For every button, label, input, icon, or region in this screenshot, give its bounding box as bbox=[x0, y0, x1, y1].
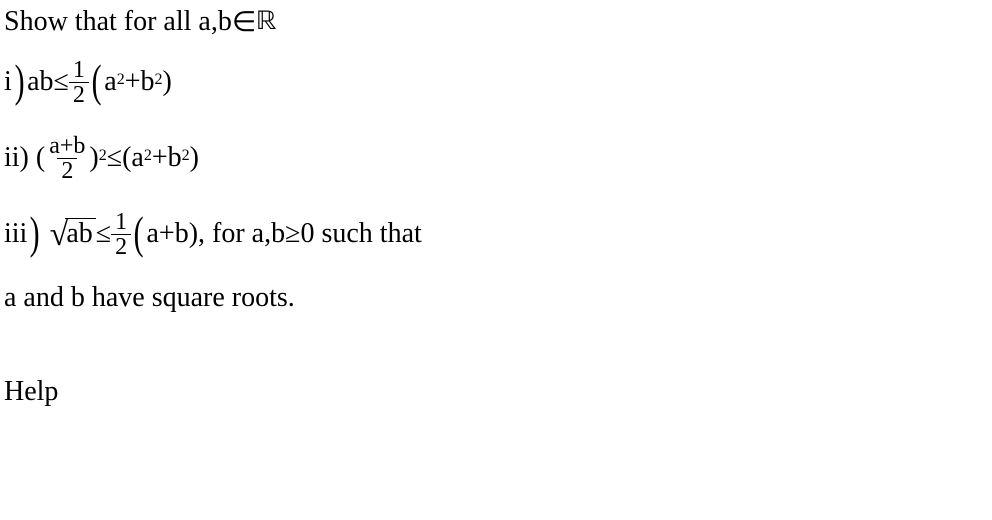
fraction-half: 1 2 bbox=[111, 210, 131, 259]
item-1-ab: ab bbox=[27, 66, 53, 98]
item-2-label: ii) ( bbox=[4, 142, 45, 174]
item-1-a: a bbox=[104, 66, 116, 98]
fraction-denominator: 2 bbox=[111, 234, 131, 259]
item-2-close: ) bbox=[190, 142, 199, 174]
item-2-plus-b: +b bbox=[152, 142, 182, 174]
space bbox=[43, 218, 50, 250]
radical-icon: √ bbox=[50, 218, 69, 252]
fraction-denominator: 2 bbox=[69, 82, 89, 107]
fraction-numerator: a+b bbox=[45, 134, 89, 158]
note-line: a and b have square roots. bbox=[4, 272, 988, 324]
superscript-2: 2 bbox=[99, 147, 107, 165]
item-3-label: iii bbox=[4, 218, 27, 250]
intro-text: Show that for all a,b bbox=[4, 6, 232, 38]
item-1-label: i bbox=[4, 66, 12, 98]
fraction-numerator: 1 bbox=[111, 210, 131, 234]
geq-symbol: ≥ bbox=[285, 218, 300, 250]
item-1: i ) ab ≤ 1 2 ( a 2 +b 2 ) bbox=[4, 44, 988, 120]
sqrt-argument: ab bbox=[65, 218, 95, 250]
fraction-half: 1 2 bbox=[69, 58, 89, 107]
paren-open-icon: ( bbox=[134, 206, 144, 259]
fraction-a-plus-b-over-2: a+b 2 bbox=[45, 134, 89, 183]
item-1-plus-b: +b bbox=[125, 66, 155, 98]
fraction-denominator: 2 bbox=[57, 158, 77, 183]
superscript-2: 2 bbox=[144, 147, 152, 165]
item-3-tail: 0 such that bbox=[300, 218, 421, 250]
item-2-leq: ≤(a bbox=[107, 142, 144, 174]
real-numbers-symbol: ℝ bbox=[256, 5, 276, 40]
blank-gap bbox=[4, 324, 988, 370]
leq-symbol: ≤ bbox=[54, 66, 69, 98]
fraction-numerator: 1 bbox=[69, 58, 89, 82]
sqrt-ab: √ ab bbox=[50, 217, 96, 251]
item-3-mid: a+b), for a,b bbox=[146, 218, 285, 250]
paren-open-icon: ( bbox=[92, 54, 102, 107]
math-document: Show that for all a,b ∈ ℝ i ) ab ≤ 1 2 (… bbox=[0, 0, 992, 414]
item-1-close: ) bbox=[162, 66, 171, 98]
help-text: Help bbox=[4, 376, 58, 408]
help-line: Help bbox=[4, 370, 988, 414]
superscript-2: 2 bbox=[182, 147, 190, 165]
item-2-close-paren: ) bbox=[89, 142, 98, 174]
superscript-2: 2 bbox=[117, 71, 125, 89]
element-of-symbol: ∈ bbox=[232, 5, 256, 39]
superscript-2: 2 bbox=[154, 71, 162, 89]
item-3: iii ) √ ab ≤ 1 2 ( a+b), for a,b ≥ 0 suc… bbox=[4, 196, 988, 272]
item-2: ii) ( a+b 2 ) 2 ≤(a 2 +b 2 ) bbox=[4, 120, 988, 196]
paren-close-icon: ) bbox=[30, 206, 40, 259]
leq-symbol: ≤ bbox=[96, 218, 111, 250]
paren-close-icon: ) bbox=[14, 54, 24, 107]
intro-line: Show that for all a,b ∈ ℝ bbox=[4, 0, 988, 44]
note-text: a and b have square roots. bbox=[4, 282, 295, 314]
